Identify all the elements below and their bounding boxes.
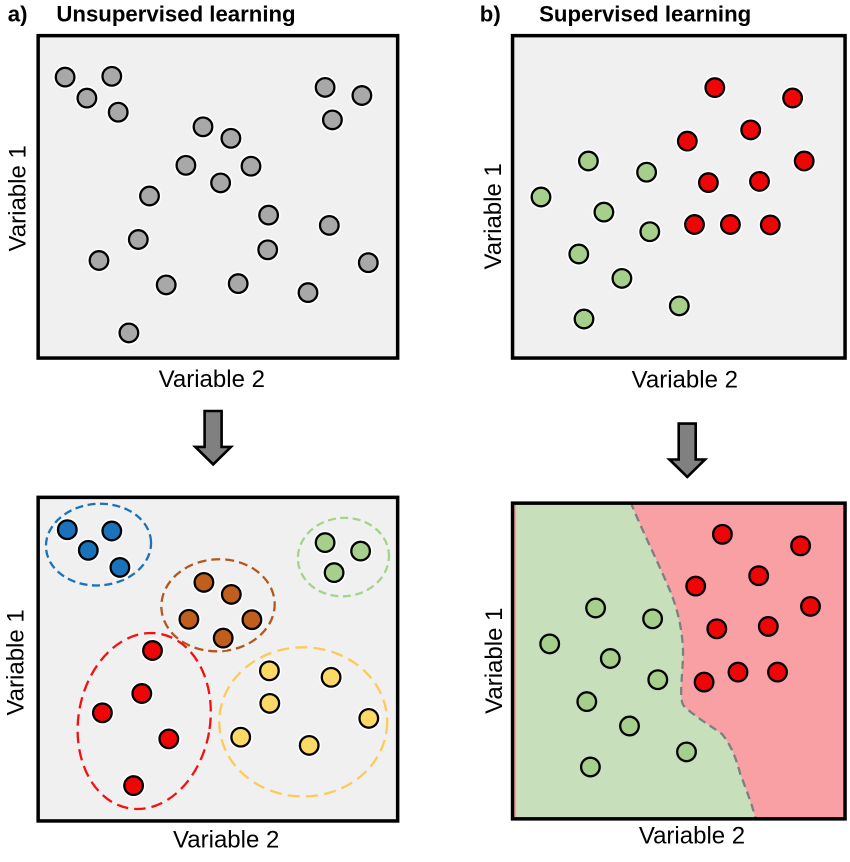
svg-text:Variable 1: Variable 1 [481, 608, 508, 714]
svg-text:b): b) [480, 2, 501, 27]
svg-text:Variable 1: Variable 1 [5, 145, 32, 251]
svg-text:a): a) [8, 2, 28, 27]
svg-text:Variable 1: Variable 1 [2, 609, 29, 715]
svg-text:Variable 2: Variable 2 [639, 823, 745, 850]
svg-text:Variable 1: Variable 1 [480, 163, 507, 269]
svg-text:Unsupervised learning: Unsupervised learning [56, 2, 295, 27]
svg-text:Variable 2: Variable 2 [632, 367, 738, 394]
svg-text:Variable 2: Variable 2 [173, 827, 279, 854]
svg-text:Supervised learning: Supervised learning [539, 2, 751, 27]
svg-text:Variable 2: Variable 2 [159, 366, 265, 393]
